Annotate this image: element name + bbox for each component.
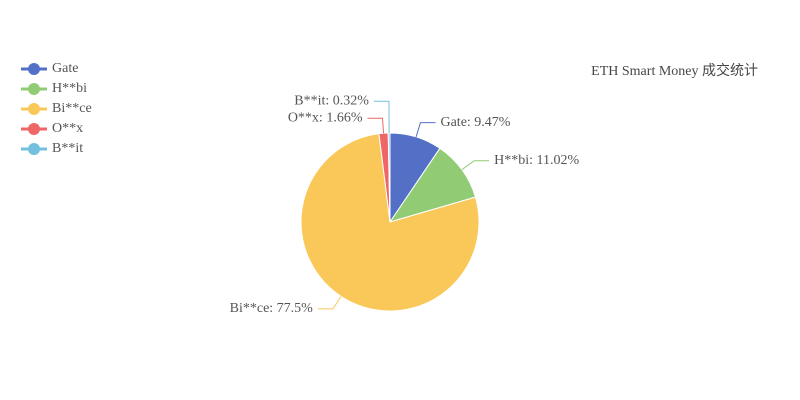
chart-title: ETH Smart Money 成交统计: [591, 62, 758, 79]
label-line: [367, 117, 385, 134]
label-line: [373, 100, 390, 134]
legend-label: Bi**ce: [52, 101, 92, 116]
legend-label: O**x: [52, 121, 83, 136]
legend-label: B**it: [52, 141, 83, 156]
legend-icon: [28, 103, 40, 115]
data-label: O**x: 1.66%: [288, 110, 363, 125]
data-label: B**it: 0.32%: [294, 93, 369, 108]
data-label: Gate: 9.47%: [440, 115, 510, 130]
label-line: [415, 122, 436, 138]
legend-label: H**bi: [52, 81, 87, 96]
legend-icon: [28, 83, 40, 95]
data-label: H**bi: 11.02%: [494, 153, 579, 168]
pie-slice: [300, 133, 480, 312]
legend-icon: [28, 123, 40, 135]
data-label: Bi**ce: 77.5%: [230, 301, 314, 316]
label-line: [317, 296, 342, 310]
label-line: [461, 160, 490, 171]
legend-label: Gate: [52, 61, 78, 76]
legend-icon: [28, 63, 40, 75]
legend-icon: [28, 143, 40, 155]
